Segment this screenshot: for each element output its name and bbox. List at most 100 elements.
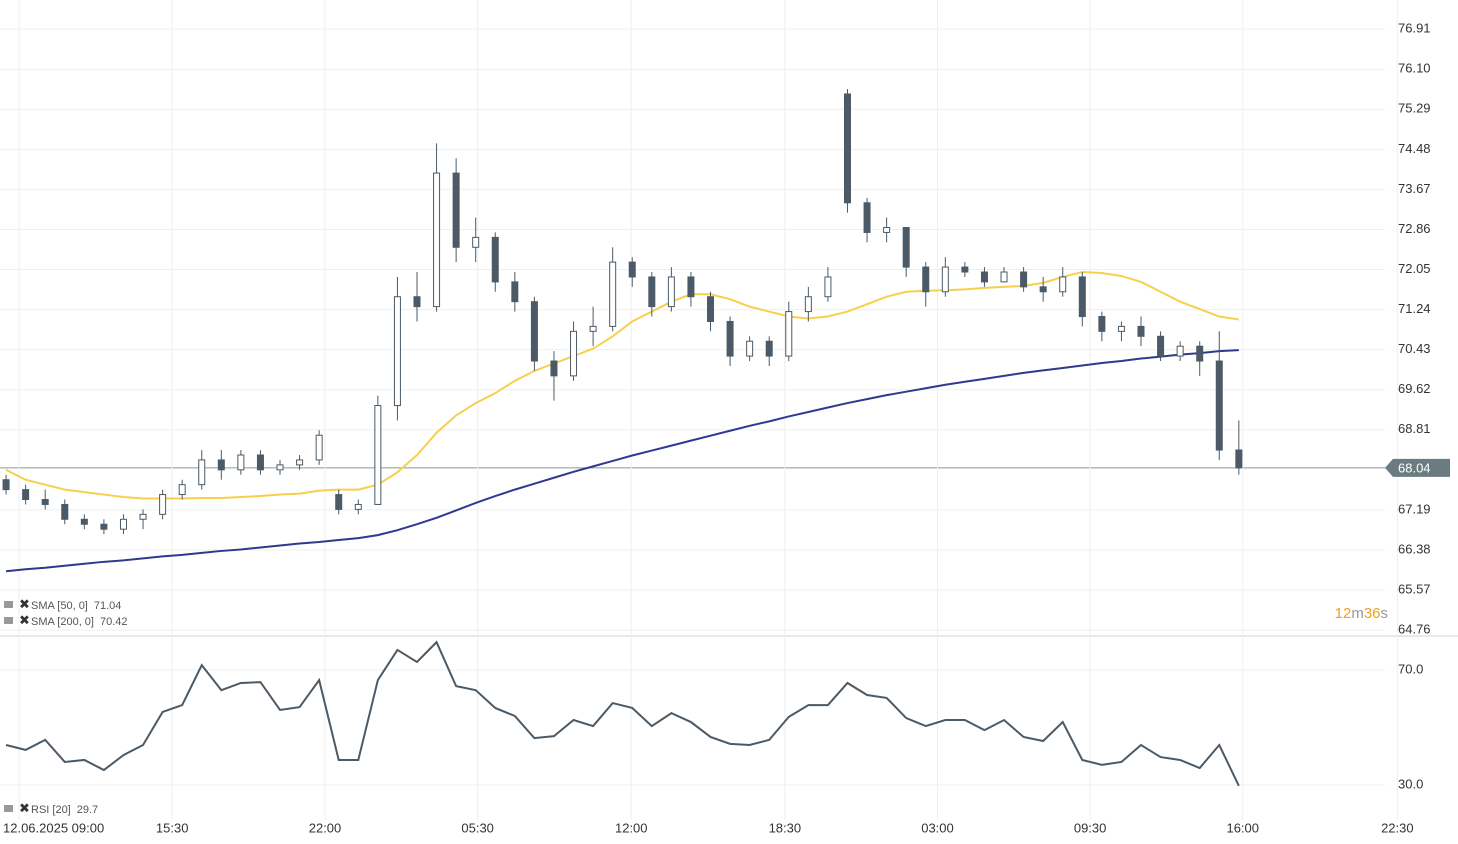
legend-entry: RSI [20] 29.7 — [31, 804, 98, 816]
lines-layer — [5, 270, 1240, 787]
y-tick-label: 74.48 — [1398, 141, 1431, 156]
candle-body — [100, 523, 108, 530]
y-tick-label: 69.62 — [1398, 381, 1431, 396]
candle-body — [335, 494, 343, 510]
candle-body — [550, 360, 558, 377]
y-tick-label: 71.24 — [1398, 301, 1431, 316]
legend-icon — [4, 805, 13, 812]
candle-body — [883, 226, 891, 233]
legend-value: 29.7 — [77, 804, 98, 816]
candle-body — [296, 459, 304, 466]
x-tick-label: 16:00 — [1226, 820, 1259, 835]
x-tick-label: 05:30 — [461, 820, 494, 835]
candle-body — [609, 261, 617, 327]
candle-body — [1098, 316, 1106, 332]
candle-body — [452, 172, 460, 248]
x-tick-label: 15:30 — [156, 820, 189, 835]
legend-icon — [4, 617, 13, 624]
candle-body — [22, 489, 30, 501]
candle-body — [2, 479, 10, 491]
candle-body — [61, 503, 69, 520]
candle-body — [1137, 325, 1145, 337]
y-tick-label: 64.76 — [1398, 622, 1431, 637]
candle-body — [119, 518, 127, 530]
candle-body — [922, 266, 930, 293]
x-tick-label: 09:30 — [1074, 820, 1107, 835]
candle-body — [198, 459, 206, 486]
legend-value: 70.42 — [100, 616, 128, 628]
candle-body — [393, 296, 401, 407]
legend-name: SMA [200, 0] — [31, 616, 94, 628]
labels-layer: 76.91 76.10 75.29 74.48 73.67 72.86 72.05 71.24… — [3, 21, 1450, 835]
y-tick-label: 68.81 — [1398, 421, 1431, 436]
candle-body — [824, 276, 832, 298]
rsi-line — [5, 640, 1240, 787]
candle-body — [511, 281, 519, 303]
candle-body — [648, 276, 656, 308]
candle-body — [980, 271, 988, 283]
candle-body — [726, 320, 734, 357]
y-tick-label: 70.0 — [1398, 661, 1423, 676]
candle-body — [1196, 345, 1204, 362]
x-tick-label: 18:30 — [769, 820, 802, 835]
candle-body — [159, 494, 167, 515]
sma-line — [5, 270, 1239, 500]
x-tick-label: 22:00 — [309, 820, 342, 835]
legend-close-icon[interactable]: ✖ — [19, 800, 30, 815]
y-tick-label: 75.29 — [1398, 101, 1431, 116]
legend-entry: SMA [50, 0] 71.04 — [31, 600, 121, 612]
countdown-seconds: 36 — [1364, 605, 1381, 622]
marks-layer — [2, 89, 1243, 535]
countdown-minutes-unit: m — [1351, 605, 1364, 622]
x-tick-label: 12.06.2025 09:00 — [3, 820, 104, 835]
candle-body — [80, 518, 88, 525]
candle-body — [765, 340, 773, 357]
legend-close-icon[interactable]: ✖ — [19, 596, 30, 611]
y-tick-label: 30.0 — [1398, 776, 1423, 791]
candle-body — [178, 484, 186, 496]
candle-body — [941, 266, 949, 293]
candle-body — [472, 236, 480, 248]
candle-body — [491, 236, 499, 283]
y-tick-label: 76.91 — [1398, 21, 1431, 36]
candle-body — [1157, 335, 1165, 357]
candle-body — [589, 325, 597, 332]
candle-body — [1059, 276, 1067, 293]
candle-body — [707, 296, 715, 322]
candle-body — [1235, 449, 1243, 469]
candle-body — [961, 266, 969, 273]
candle-body — [237, 454, 245, 471]
candle-body — [354, 503, 362, 510]
countdown-minutes: 12 — [1335, 605, 1352, 622]
candle-body — [687, 276, 695, 298]
candle-body — [667, 276, 675, 308]
legend-icons: ✖ ✖ ✖ — [4, 596, 30, 815]
current-price-tag — [1385, 458, 1450, 477]
x-tick-label: 12:00 — [615, 820, 648, 835]
legend-value: 71.04 — [94, 600, 122, 612]
x-tick-label: 22:30 — [1381, 820, 1414, 835]
y-tick-label: 65.57 — [1398, 581, 1431, 596]
y-tick-label: 72.05 — [1398, 261, 1431, 276]
candle-body — [315, 434, 323, 461]
grid-layer — [0, 0, 1398, 820]
candle-body — [276, 464, 284, 471]
legend-close-icon[interactable]: ✖ — [19, 612, 30, 627]
candle-body — [139, 513, 147, 520]
y-tick-label: 72.86 — [1398, 221, 1431, 236]
candle-body — [433, 172, 441, 308]
countdown-timer: 12m36s — [1335, 605, 1388, 622]
candle-body — [530, 301, 538, 362]
candle-body — [804, 296, 812, 313]
candle-body — [1000, 271, 1008, 283]
sma-line — [5, 349, 1239, 573]
candle-body — [843, 93, 851, 204]
candle-body — [746, 340, 754, 357]
candle-body — [1117, 325, 1125, 332]
legend-name: RSI [20] — [31, 804, 71, 816]
candle-body — [785, 311, 793, 357]
countdown-seconds-unit: s — [1381, 605, 1389, 622]
candle-body — [1176, 345, 1184, 357]
